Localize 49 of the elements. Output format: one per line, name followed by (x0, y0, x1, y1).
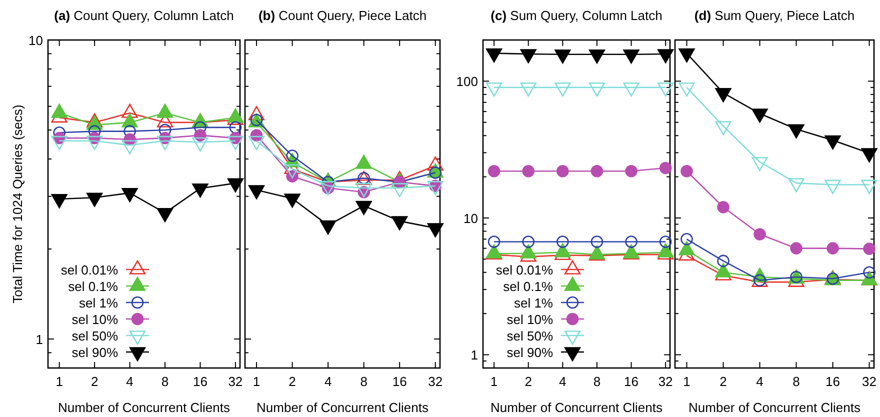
legend-label: sel 1% (514, 296, 554, 310)
x-tick-label: 4 (324, 374, 332, 389)
legend-label: sel 10% (72, 312, 118, 327)
x-tick-label: 1 (490, 374, 498, 389)
x-tick-label: 8 (360, 374, 368, 389)
legend-label: sel 50% (506, 328, 554, 344)
x-tick-label: 32 (862, 374, 877, 389)
x-tick-label: 2 (720, 374, 727, 389)
x-tick-label: 1 (252, 374, 260, 389)
chart-title: (a) Count Query, Column Latch (54, 8, 234, 23)
x-tick-label: 2 (90, 374, 98, 389)
x-tick-label: 4 (756, 374, 764, 389)
x-tick-label: 8 (792, 374, 800, 389)
x-tick-label: 4 (126, 374, 134, 389)
x-tick-label: 8 (593, 374, 601, 389)
legend-label: sel 0.01% (60, 262, 118, 278)
x-axis-title: Number of Concurrent Clients (256, 400, 429, 415)
x-axis-title: Number of Concurrent Clients (688, 400, 861, 415)
y-tick-label: 10 (464, 210, 478, 226)
x-tick-label: 32 (228, 374, 243, 389)
x-tick-label: 8 (161, 374, 169, 389)
x-tick-label: 1 (56, 374, 63, 389)
legend-label: sel 1% (78, 296, 118, 310)
y-tick-label: 1 (470, 348, 478, 363)
x-tick-label: 32 (428, 374, 443, 389)
x-axis-title: Number of Concurrent Clients (58, 400, 230, 415)
y-tick-label: 10 (28, 33, 43, 48)
x-tick-label: 16 (826, 374, 840, 389)
legend-label: sel 90% (506, 345, 554, 360)
y-axis-title: Total Time for 1024 Queries (secs) (10, 104, 25, 304)
chart-title: (c) Sum Query, Column Latch (490, 8, 662, 23)
legend-label: sel 90% (72, 345, 118, 360)
x-tick-label: 16 (392, 374, 407, 389)
y-tick-label: 100 (456, 74, 478, 90)
x-tick-label: 1 (683, 374, 690, 389)
legend-label: sel 0.01% (496, 262, 554, 278)
x-tick-label: 16 (624, 374, 638, 389)
chart-title: (b) Count Query, Piece Latch (258, 8, 427, 23)
x-tick-label: 2 (288, 374, 296, 389)
x-tick-label: 16 (192, 374, 208, 389)
legend-label: sel 10% (506, 312, 554, 327)
chart-title: (d) Sum Query, Piece Latch (694, 8, 855, 23)
x-axis-title: Number of Concurrent Clients (490, 400, 663, 415)
legend-label: sel 0.1% (68, 279, 118, 294)
legend-label: sel 50% (72, 328, 118, 344)
legend-label: sel 0.1% (503, 279, 554, 294)
x-tick-label: 32 (658, 374, 673, 389)
x-tick-label: 4 (559, 374, 566, 389)
x-tick-label: 2 (524, 374, 532, 389)
